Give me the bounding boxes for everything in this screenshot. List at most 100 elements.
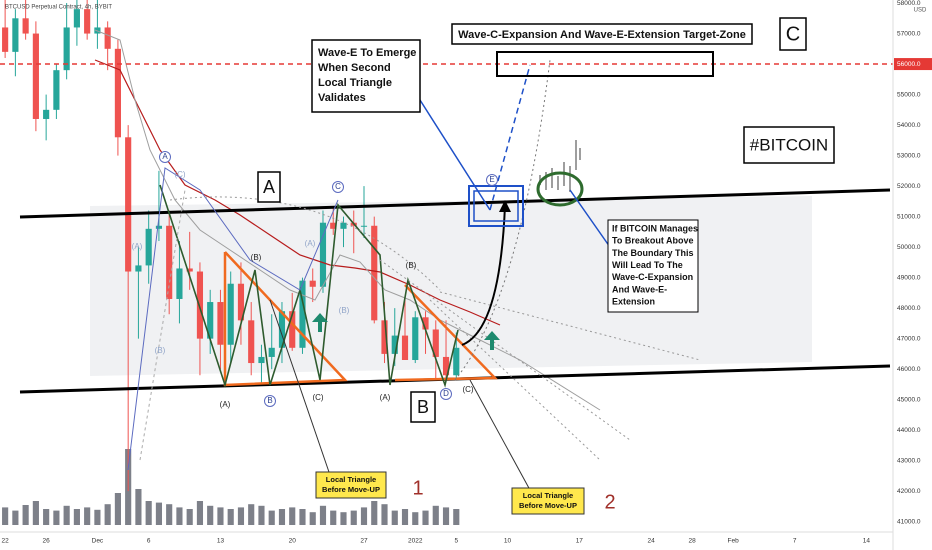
candle-body	[196, 271, 204, 339]
volume-bar	[63, 505, 70, 525]
y-tick-label: 57000.0	[897, 30, 921, 37]
volume-bar	[350, 510, 357, 525]
volume-bar	[176, 507, 183, 525]
moving-average	[94, 29, 601, 411]
candle-body	[53, 70, 60, 110]
y-tick-label: 51000.0	[897, 213, 921, 220]
candle-body	[2, 27, 9, 52]
volume-bar	[360, 507, 368, 525]
wave-label: (B)	[155, 346, 166, 355]
dotted	[169, 196, 441, 291]
candle-body	[145, 228, 152, 266]
price-axis	[893, 0, 932, 550]
volume-bar	[227, 509, 234, 525]
candle-body	[360, 225, 368, 227]
y-tick-label: 58000.0	[897, 0, 921, 7]
y-tick-label: 43000.0	[897, 457, 921, 464]
note-box	[607, 219, 699, 313]
candle-body	[422, 317, 429, 330]
volume-bar	[422, 510, 429, 525]
volume-bar	[114, 493, 121, 525]
volume-bar	[340, 512, 347, 525]
candle-body	[166, 225, 173, 299]
note-text: Validates	[318, 92, 366, 104]
volume-bar	[2, 507, 9, 525]
candle-body	[155, 225, 163, 229]
candle-body	[278, 311, 286, 348]
wave-label: A	[162, 152, 168, 161]
wave-circle	[486, 174, 498, 186]
label-text: #BITCOIN	[750, 135, 828, 154]
wave-label: D	[443, 389, 449, 398]
candle-body	[84, 9, 91, 34]
volume-bar	[258, 505, 265, 525]
volume-bar	[166, 504, 173, 525]
dotted	[379, 259, 631, 441]
x-tick-label: 20	[289, 538, 297, 545]
candle-body	[207, 302, 214, 339]
note-text: Local Triangle	[326, 475, 376, 484]
triangle	[394, 284, 498, 382]
x-tick-label: 6	[147, 538, 151, 545]
wave-lines	[159, 184, 459, 388]
volume-bar	[135, 489, 142, 525]
wave-label: (C)	[174, 170, 185, 179]
label-box	[743, 126, 835, 164]
candle-body	[22, 18, 29, 34]
note-text: Extension	[612, 297, 655, 307]
wave-label: B	[267, 396, 272, 405]
target-zone-box	[496, 51, 714, 77]
wave-label: (B)	[339, 306, 350, 315]
volume-bar	[53, 510, 60, 525]
note-box	[511, 487, 585, 515]
dotted	[454, 59, 551, 381]
note-text: Wave-C-Expansion	[612, 272, 693, 282]
dotted	[139, 189, 186, 461]
wave-circle	[264, 395, 276, 407]
volume-bar	[104, 504, 111, 525]
volume-bar	[237, 507, 245, 525]
wave-label: (B)	[406, 261, 417, 270]
candle-body	[299, 280, 306, 348]
volume-bar	[84, 507, 91, 525]
volume-bar	[12, 510, 19, 525]
candle-body	[43, 109, 50, 119]
wave-label: (A)	[380, 393, 391, 402]
volume-bar	[248, 504, 255, 525]
candle-body	[453, 347, 460, 376]
y-tick-label: 45000.0	[897, 396, 921, 403]
volume-bar	[94, 509, 101, 525]
candle-body	[32, 33, 39, 119]
note-text: When Second	[318, 62, 391, 74]
y-tick-label: 44000.0	[897, 427, 921, 434]
x-tick-label: 2022	[408, 538, 423, 545]
y-tick-label: 42000.0	[897, 488, 921, 495]
candle-body	[135, 265, 142, 272]
wave-label: (A)	[305, 239, 316, 248]
volume-bar	[381, 504, 388, 525]
target-box	[473, 190, 519, 222]
y-tick-label: 54000.0	[897, 122, 921, 129]
volume-bar	[145, 501, 152, 525]
label-box	[779, 17, 807, 51]
y-tick-label: 52000.0	[897, 183, 921, 190]
note-text: And Wave-E-	[612, 284, 667, 294]
note-text: Before Move-UP	[322, 485, 380, 494]
pointer	[419, 99, 491, 211]
x-tick-label: 5	[454, 538, 458, 545]
volume-bar	[371, 501, 378, 525]
up-arrow	[484, 331, 500, 350]
volume-bar	[309, 512, 316, 525]
channel-upper	[19, 188, 891, 219]
y-tick-label: 50000.0	[897, 244, 921, 251]
note-text: Will Lead To The	[612, 260, 683, 270]
volume-bar	[299, 509, 306, 525]
candle-body	[125, 137, 132, 272]
candle-body	[73, 9, 80, 28]
triangle	[223, 251, 348, 387]
label-text: 2	[604, 491, 615, 513]
x-tick-label: Feb	[728, 538, 740, 545]
candle-body	[330, 222, 337, 229]
